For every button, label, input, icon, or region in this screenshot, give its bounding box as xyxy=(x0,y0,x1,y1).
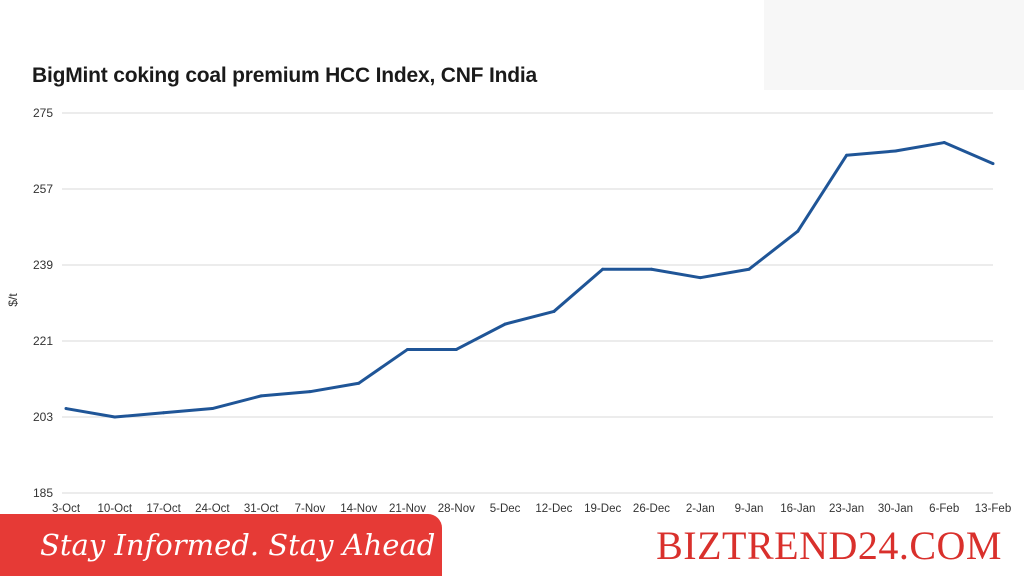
x-tick-label: 14-Nov xyxy=(340,503,377,515)
top-right-backdrop xyxy=(764,0,1024,90)
data-point xyxy=(210,407,214,411)
tagline-text: Stay Informed. Stay Ahead xyxy=(40,528,436,562)
data-point xyxy=(406,347,410,351)
brand-banner: BIZTREND24.COM xyxy=(442,514,1024,576)
data-point xyxy=(747,267,751,271)
x-tick-label: 5-Dec xyxy=(490,503,521,515)
x-tick-label: 2-Jan xyxy=(686,503,715,515)
data-point xyxy=(64,407,68,411)
data-point xyxy=(796,229,800,233)
data-point xyxy=(552,309,556,313)
data-point xyxy=(893,149,897,153)
data-point xyxy=(649,267,653,271)
x-tick-label: 13-Feb xyxy=(975,503,1011,515)
data-point xyxy=(259,394,263,398)
tagline-banner: Stay Informed. Stay Ahead xyxy=(0,514,442,576)
x-tick-label: 24-Oct xyxy=(195,503,230,515)
y-tick-label: 185 xyxy=(33,486,53,500)
data-point xyxy=(845,153,849,157)
y-axis-ticks: 185 203 221 239 257 275 xyxy=(33,106,53,500)
x-tick-label: 17-Oct xyxy=(146,503,181,515)
x-tick-label: 31-Oct xyxy=(244,503,279,515)
data-point xyxy=(601,267,605,271)
y-tick-label: 257 xyxy=(33,182,53,196)
x-tick-label: 12-Dec xyxy=(535,503,572,515)
x-tick-label: 10-Oct xyxy=(98,503,133,515)
data-point xyxy=(162,411,166,415)
series-line xyxy=(65,141,994,419)
x-tick-label: 3-Oct xyxy=(52,503,81,515)
y-tick-label: 239 xyxy=(33,258,53,272)
y-tick-label: 275 xyxy=(33,106,53,120)
data-point xyxy=(698,276,702,280)
x-tick-label: 7-Nov xyxy=(295,503,326,515)
data-point xyxy=(503,322,507,326)
y-axis-label: $/t xyxy=(6,293,20,307)
series-layer xyxy=(64,141,995,419)
y-tick-label: 221 xyxy=(33,334,53,348)
x-tick-label: 30-Jan xyxy=(878,503,913,515)
x-tick-label: 26-Dec xyxy=(633,503,670,515)
chart-title: BigMint coking coal premium HCC Index, C… xyxy=(32,64,537,87)
data-point xyxy=(113,415,117,419)
x-tick-label: 9-Jan xyxy=(735,503,764,515)
data-point xyxy=(308,390,312,394)
brand-logo-text: BIZTREND24.COM xyxy=(656,522,1002,568)
data-point xyxy=(357,381,361,385)
x-tick-label: 19-Dec xyxy=(584,503,621,515)
y-tick-label: 203 xyxy=(33,410,53,424)
x-tick-label: 28-Nov xyxy=(438,503,475,515)
data-point xyxy=(454,347,458,351)
data-point xyxy=(991,162,995,166)
x-axis-ticks: 3-Oct 10-Oct 17-Oct 24-Oct 31-Oct 7-Nov 14-Nov… xyxy=(52,503,1011,515)
grid-lines xyxy=(62,112,993,494)
x-tick-label: 23-Jan xyxy=(829,503,864,515)
data-point xyxy=(942,141,946,145)
x-tick-label: 16-Jan xyxy=(780,503,815,515)
x-tick-label: 6-Feb xyxy=(929,503,959,515)
x-tick-label: 21-Nov xyxy=(389,503,426,515)
